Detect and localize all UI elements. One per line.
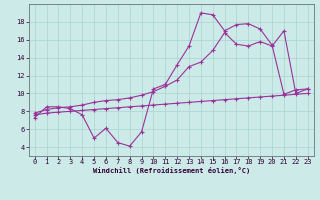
X-axis label: Windchill (Refroidissement éolien,°C): Windchill (Refroidissement éolien,°C) xyxy=(92,167,250,174)
